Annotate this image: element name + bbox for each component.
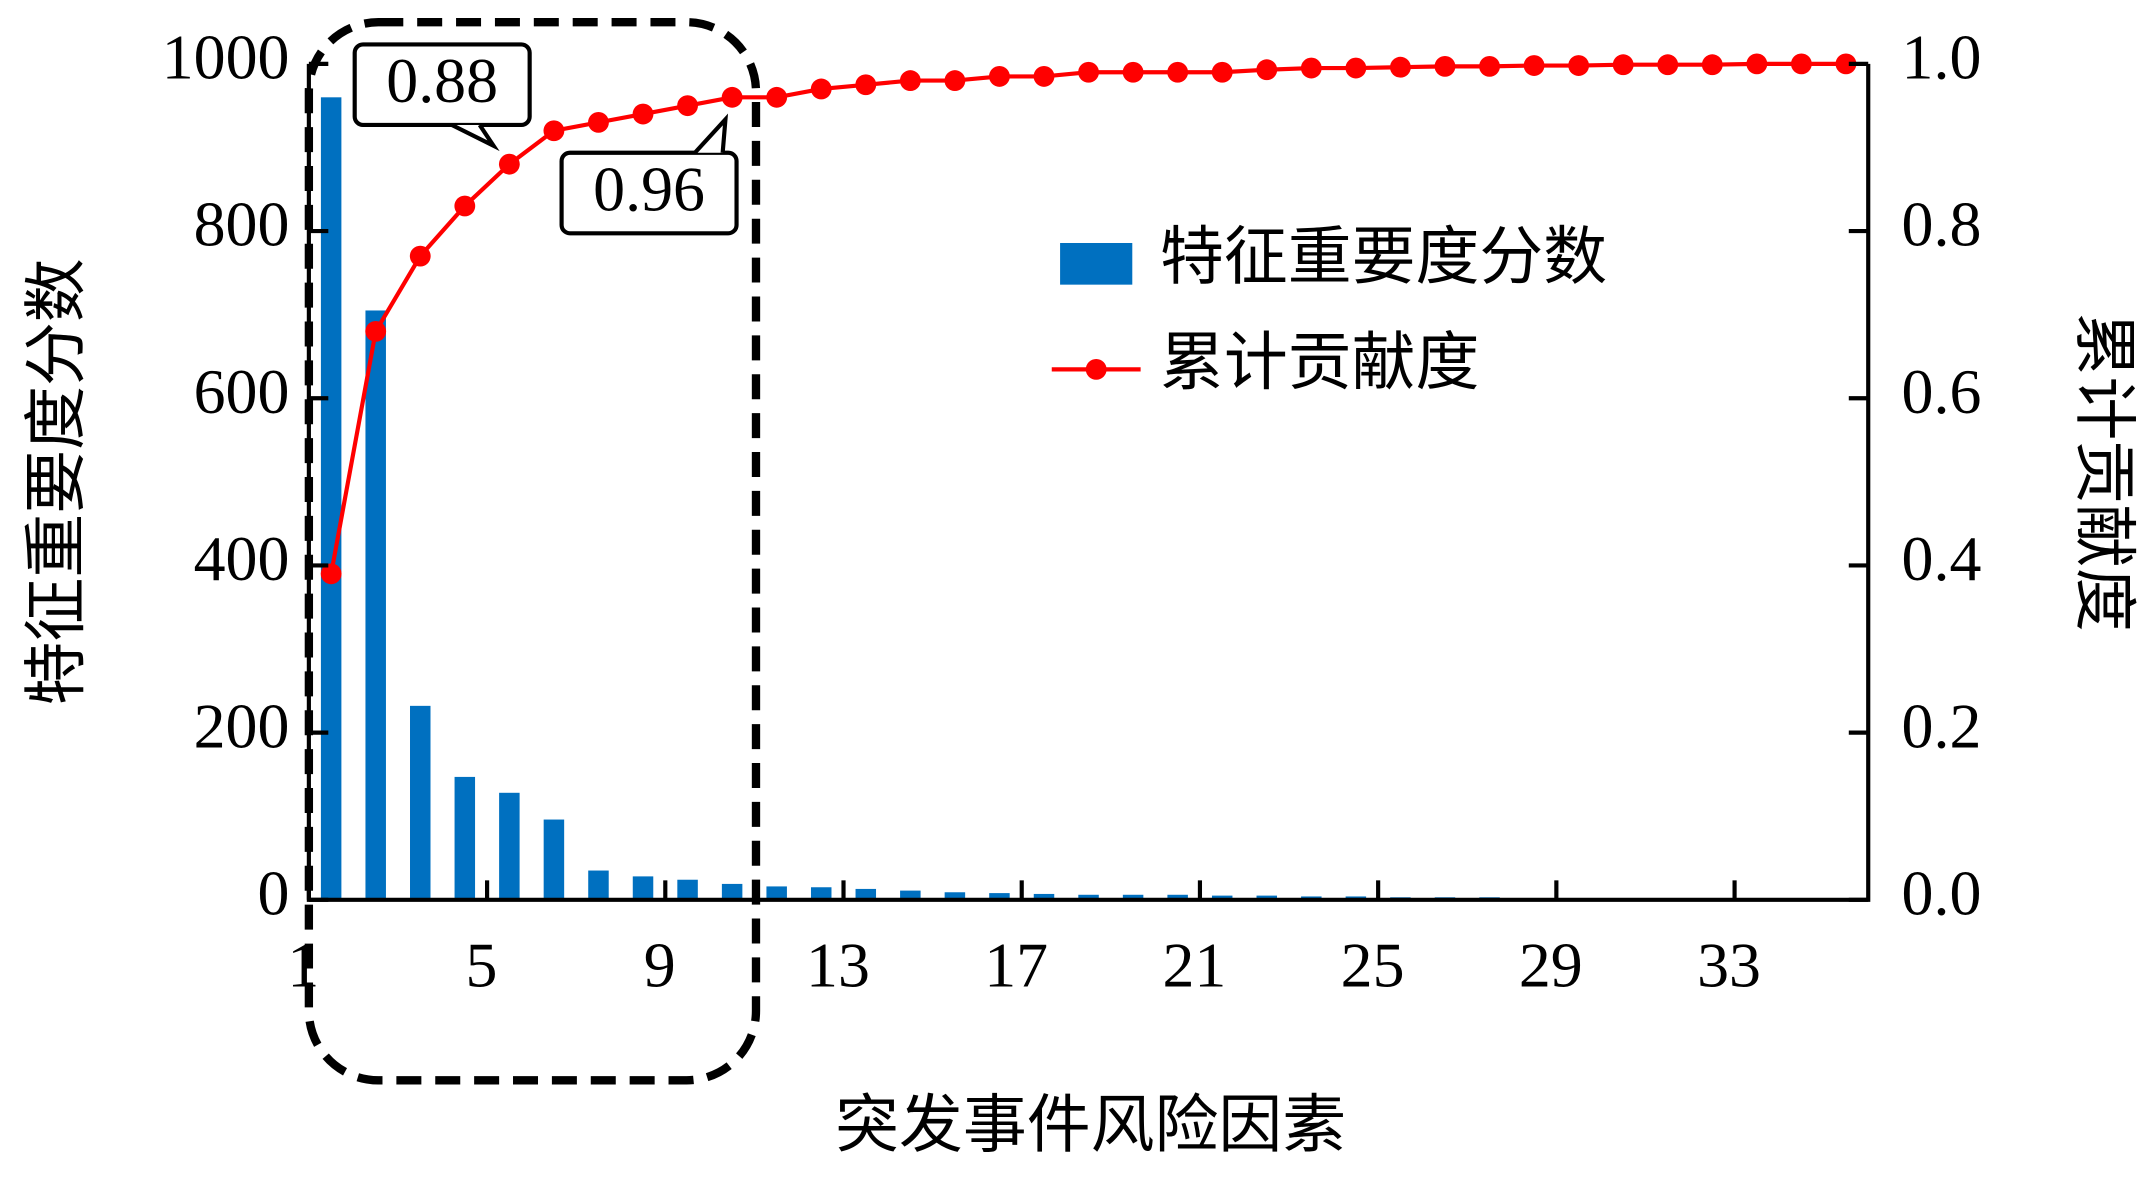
bar (810, 887, 832, 900)
y2-tick-label: 0.4 (1902, 523, 1982, 594)
y2-tick-label: 0.2 (1902, 690, 1982, 761)
legend-label: 特征重要度分数 (1160, 221, 1607, 292)
line-point (810, 78, 832, 100)
bar (588, 870, 609, 900)
callout-tail (693, 113, 729, 155)
line-point (1390, 56, 1411, 78)
x-tick-label: 1 (287, 930, 319, 1001)
y-tick-label: 1000 (162, 22, 290, 93)
bar (365, 310, 386, 900)
legend-label: 累计贡献度 (1160, 327, 1479, 398)
y-tick-label: 600 (194, 356, 290, 427)
y2-tick-label: 0.0 (1902, 857, 1982, 928)
y-tick-label: 200 (194, 690, 290, 761)
line-point (1523, 55, 1545, 76)
line-point (1345, 57, 1367, 79)
line-point (543, 120, 565, 142)
bar (1078, 894, 1099, 900)
line-point (899, 70, 921, 92)
x-tick-label: 25 (1341, 930, 1405, 1001)
line-point (498, 153, 520, 175)
legend-swatch (1060, 242, 1133, 285)
line-point (1300, 57, 1322, 79)
line-point (944, 70, 966, 92)
line-point (1835, 53, 1857, 75)
line-point (320, 563, 342, 585)
line-point (632, 103, 654, 125)
line-point (1746, 53, 1768, 75)
line-point (1256, 59, 1278, 81)
bar (721, 883, 743, 900)
y2-tick-label: 0.8 (1902, 189, 1982, 260)
line-point (365, 320, 387, 342)
x-tick-label: 5 (466, 930, 498, 1001)
line-point (409, 245, 431, 267)
line-point (989, 65, 1010, 87)
bar (1033, 893, 1055, 900)
line (329, 61, 1846, 575)
bar (677, 879, 698, 900)
line-point (1568, 55, 1590, 76)
line-point (677, 95, 698, 117)
line-point (1211, 61, 1233, 83)
line-point (1790, 53, 1812, 75)
line-point (1434, 55, 1456, 77)
bar (1211, 895, 1233, 900)
bar (900, 890, 921, 900)
x-tick-label: 33 (1697, 930, 1761, 1001)
legend-marker (1085, 358, 1107, 380)
line-point (1479, 55, 1500, 77)
y-tick-label: 0 (257, 857, 289, 928)
line-point (1612, 54, 1634, 76)
bar (320, 97, 342, 900)
bar (766, 886, 787, 900)
y2-axis-label: 累计贡献度 (2069, 312, 2140, 631)
line-point (766, 86, 788, 108)
bar (1167, 894, 1188, 900)
annotation: 0.96 (593, 153, 705, 224)
y-axis-label: 特征重要度分数 (21, 258, 92, 705)
line-point (1078, 61, 1099, 83)
bar (855, 888, 877, 900)
bar (1122, 894, 1144, 900)
annotation: 0.88 (386, 45, 498, 116)
callout-box (352, 42, 532, 128)
line-point (855, 74, 877, 96)
y-tick-label: 800 (194, 189, 290, 260)
bar (499, 792, 520, 900)
bar (632, 876, 654, 900)
line-point (1657, 54, 1679, 76)
bar (1256, 895, 1278, 900)
y2-tick-label: 0.6 (1902, 356, 1982, 427)
bar (410, 705, 431, 900)
line-point (1033, 65, 1055, 87)
line-point (721, 86, 743, 108)
y2-tick-label: 1.0 (1902, 22, 1982, 93)
x-axis-label: 突发事件风险因素 (835, 1089, 1346, 1160)
x-tick-label: 29 (1519, 930, 1583, 1001)
x-tick-label: 21 (1162, 930, 1226, 1001)
line-point (1701, 54, 1723, 76)
bar (989, 893, 1010, 900)
line-point (1122, 61, 1144, 83)
axes-frame (306, 63, 1871, 902)
line-point (1167, 61, 1189, 83)
y-tick-label: 400 (194, 523, 290, 594)
x-tick-label: 17 (984, 930, 1048, 1001)
x-tick-label: 9 (644, 930, 676, 1001)
line-point (454, 195, 476, 217)
callout-box (559, 150, 739, 236)
highlight-box (304, 18, 761, 1085)
bar (454, 776, 476, 900)
x-tick-label: 13 (806, 930, 870, 1001)
line-point (588, 111, 609, 133)
bar (944, 892, 966, 900)
callout-tail (450, 123, 500, 152)
bar (543, 819, 565, 900)
